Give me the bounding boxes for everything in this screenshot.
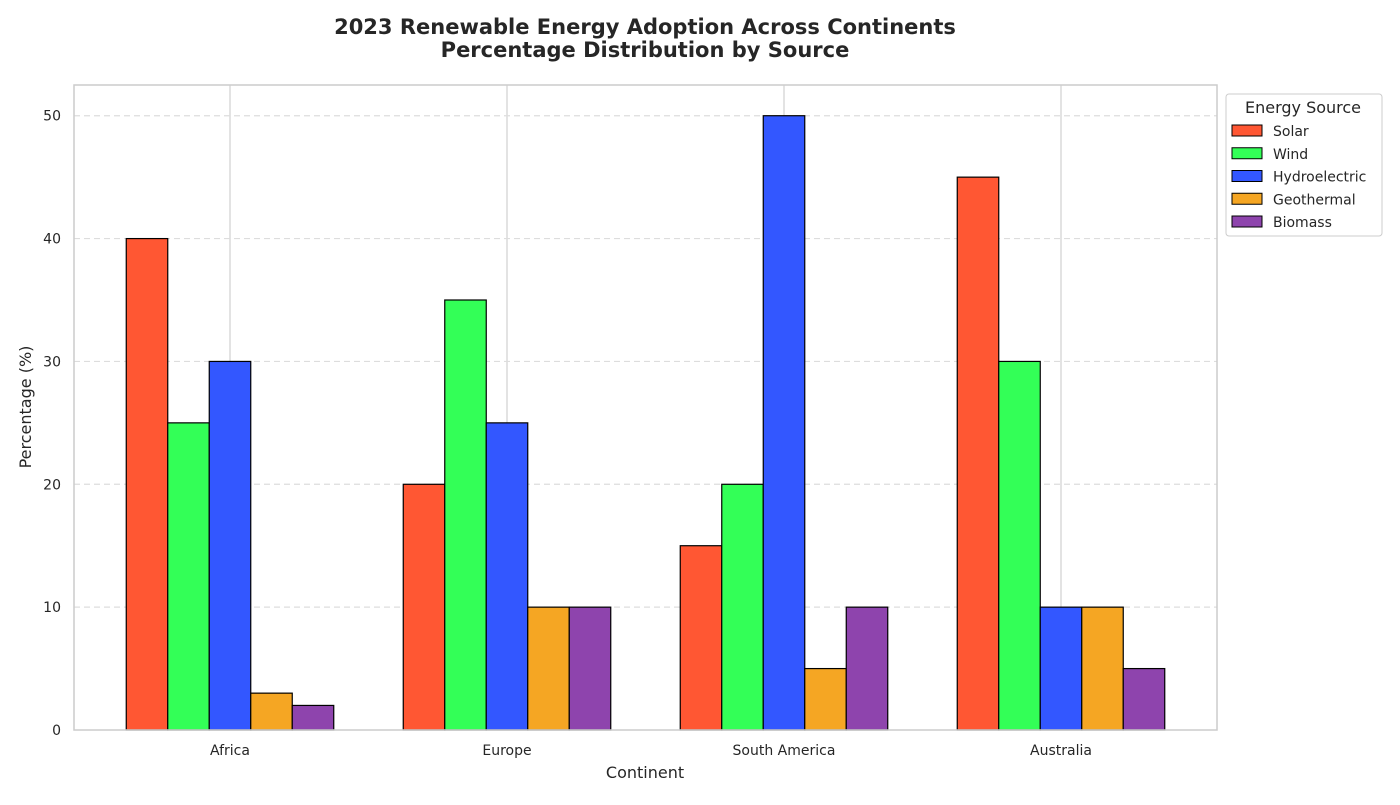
y-tick-label: 0 bbox=[52, 723, 61, 739]
bar-hydroelectric-europe bbox=[485, 422, 529, 731]
bar-wind-australia bbox=[998, 360, 1041, 731]
legend: Energy Source Solar Wind Hydroelectric Geot… bbox=[1225, 93, 1383, 237]
bar-geothermal-europe bbox=[527, 606, 570, 731]
bar-geothermal-south-america bbox=[804, 667, 847, 731]
legend-swatch-solar bbox=[1231, 124, 1263, 137]
legend-swatch-biomass bbox=[1231, 215, 1263, 228]
chart-subtitle: Percentage Distribution by Source bbox=[441, 38, 850, 62]
bar-biomass-australia bbox=[1122, 667, 1166, 731]
bar-wind-south-america bbox=[721, 483, 764, 731]
chart-title: 2023 Renewable Energy Adoption Across Co… bbox=[334, 15, 956, 39]
legend-swatch-geothermal bbox=[1231, 192, 1263, 205]
y-tick-label: 30 bbox=[43, 354, 61, 370]
x-tick-label: Australia bbox=[1030, 743, 1092, 759]
x-tick-label: South America bbox=[733, 743, 836, 759]
x-axis-label: Continent bbox=[606, 763, 684, 782]
bar-wind-europe bbox=[444, 299, 487, 731]
y-tick-label: 20 bbox=[43, 477, 61, 493]
bar-solar-south-america bbox=[679, 545, 723, 731]
bar-biomass-south-america bbox=[845, 606, 889, 731]
legend-label-solar: Solar bbox=[1273, 124, 1309, 140]
bar-biomass-africa bbox=[291, 704, 335, 731]
legend-swatch-wind bbox=[1231, 147, 1263, 160]
x-tick-label: Africa bbox=[210, 743, 250, 759]
x-tick-label: Europe bbox=[482, 743, 531, 759]
legend-swatch-hydroelectric bbox=[1231, 170, 1263, 182]
plot-frame bbox=[73, 84, 1218, 731]
y-axis-label: Percentage (%) bbox=[16, 346, 35, 469]
y-tick-label: 50 bbox=[43, 109, 61, 125]
bar-hydroelectric-south-america bbox=[762, 115, 806, 731]
bar-layer bbox=[125, 115, 1166, 731]
legend-items: Solar Wind Hydroelectric Geothermal Biomass bbox=[1231, 124, 1366, 231]
bar-geothermal-australia bbox=[1081, 606, 1124, 731]
bar-solar-africa bbox=[125, 237, 169, 731]
bar-solar-europe bbox=[402, 483, 446, 731]
bar-solar-australia bbox=[956, 176, 1000, 731]
legend-title: Energy Source bbox=[1245, 98, 1361, 117]
y-tick-label: 10 bbox=[43, 600, 61, 616]
bar-hydroelectric-africa bbox=[208, 360, 252, 731]
legend-label-wind: Wind bbox=[1273, 147, 1308, 163]
legend-label-biomass: Biomass bbox=[1273, 215, 1332, 231]
legend-label-geothermal: Geothermal bbox=[1273, 192, 1356, 208]
bar-geothermal-africa bbox=[250, 692, 293, 731]
y-tick-label: 40 bbox=[43, 232, 61, 248]
legend-label-hydroelectric: Hydroelectric bbox=[1273, 170, 1366, 186]
bar-biomass-europe bbox=[568, 606, 612, 731]
axis-layer: 0 10 20 30 40 50 Africa Europe South America Aust… bbox=[43, 109, 1092, 759]
bar-hydroelectric-australia bbox=[1039, 606, 1083, 731]
legend-frame bbox=[1225, 93, 1383, 237]
bar-wind-africa bbox=[167, 422, 210, 731]
